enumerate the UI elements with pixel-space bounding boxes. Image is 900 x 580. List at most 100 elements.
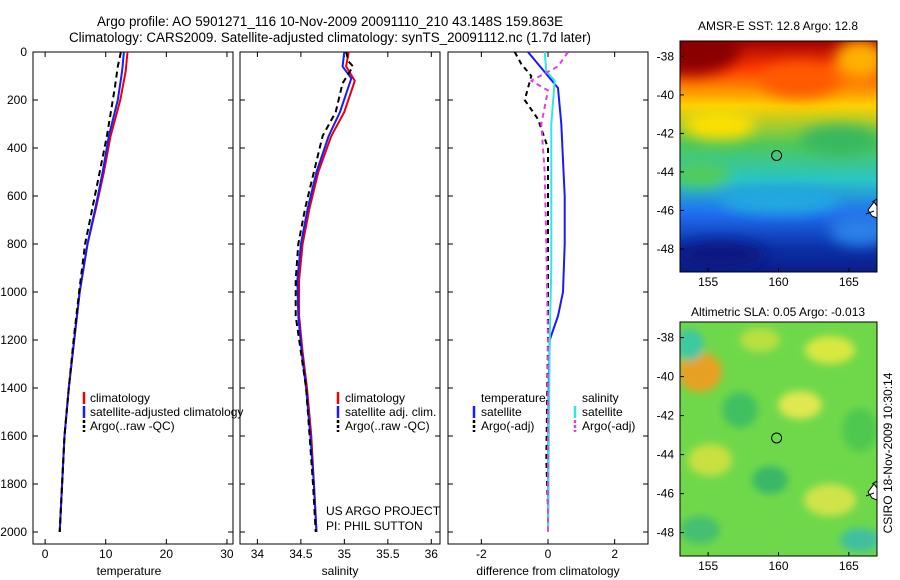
sla-blob: [752, 466, 788, 494]
salinity-axes-box: [239, 51, 441, 545]
map-ytick-label: -44: [657, 165, 675, 179]
xtick-label: 35.5: [376, 547, 400, 561]
temperature-panel: 0 10 20 30 0 200 400 600 800 1000 1200 1400 1600 1800…: [0, 45, 243, 578]
figure-title-line-1: Argo profile: AO 5901271_116 10-Nov-2009…: [96, 14, 564, 29]
ytick-label: 1000: [0, 285, 27, 299]
series-argo-raw-qc: [294, 52, 354, 533]
map-ytick-label: -42: [657, 126, 675, 140]
sst-blob: [760, 62, 840, 98]
map-ytick-label: -40: [657, 370, 675, 384]
salinity-panel: 34 34.5 35 35.5 36 salinity climatology sate…: [239, 51, 441, 578]
map-xtick-label: 165: [839, 275, 859, 289]
legend-label-satellite-adj: satellite adj. clim.: [345, 405, 436, 419]
legend-label-sal-satellite: satellite: [582, 405, 623, 419]
ytick-label: 1200: [0, 333, 27, 347]
map-ytick-label: -48: [657, 242, 675, 256]
series-argo-raw-qc: [58, 52, 122, 533]
sla-argo-location-marker: [771, 432, 783, 444]
xtick-label: 30: [220, 547, 234, 561]
series-salinity-argo-adj: [530, 52, 569, 532]
salinity-series: [294, 52, 356, 533]
sst-blob: [685, 111, 755, 139]
sla-blob: [722, 392, 758, 428]
sst-field: [680, 41, 877, 272]
legend-label-climatology: climatology: [345, 391, 405, 405]
sla-blob: [688, 444, 732, 476]
ytick-label: 2000: [0, 525, 27, 539]
map-ytick-label: -48: [657, 526, 675, 540]
map-ytick-label: -44: [657, 448, 675, 462]
sst-texture: [680, 41, 877, 269]
legend-title-temperature: temperature: [481, 391, 546, 405]
sla-blob: [680, 352, 722, 392]
figure-header: Argo profile: AO 5901271_116 10-Nov-2009…: [0, 0, 660, 46]
sst-blob: [835, 41, 877, 80]
sst-blob: [720, 186, 840, 214]
xtick-label: 2: [611, 547, 618, 561]
map-ytick-label: -42: [657, 409, 675, 423]
sla-blob: [804, 484, 856, 516]
map-xtick-label: 155: [698, 275, 718, 289]
salinity-xlabel: salinity: [322, 564, 359, 578]
sst-coastline: [865, 198, 877, 219]
map-ytick-label: -46: [657, 487, 675, 501]
salinity-ticks: 34 34.5 35 35.5 36: [240, 51, 440, 561]
figure-title-line-2: Climatology: CARS2009. Satellite-adjuste…: [68, 30, 591, 45]
map-ytick-label: -40: [657, 88, 675, 102]
sla-field: [680, 322, 877, 556]
legend-label-argo: Argo(..raw -QC): [90, 419, 175, 433]
project-annotation-line-1: US ARGO PROJECT: [326, 504, 441, 518]
sst-blob: [680, 241, 765, 269]
ytick-label: 800: [7, 237, 27, 251]
sst-map-panel: AMSR-E SST: 12.8 Argo: 12.8 155 160 165 -38…: [657, 19, 878, 289]
temperature-series: [58, 52, 129, 533]
map-xtick-label: 155: [698, 559, 718, 573]
map-ytick-label: -38: [657, 49, 675, 63]
legend-label-satellite-adjusted: satellite-adjusted climatology: [90, 405, 243, 419]
legend-label-sal-argo: Argo(-adj): [582, 419, 635, 433]
sst-blob: [680, 41, 740, 75]
xtick-label: -2: [476, 547, 487, 561]
series-temperature-argo-adj: [513, 52, 549, 532]
sla-blob: [778, 391, 822, 419]
temperature-legend: climatology satellite-adjusted climatolo…: [82, 391, 243, 433]
sla-blob: [680, 329, 704, 361]
series-climatology: [58, 52, 129, 533]
legend-label-temp-argo: Argo(-adj): [481, 419, 534, 433]
project-annotation-line-2: PI: PHIL SUTTON: [326, 519, 423, 533]
map-xtick-label: 160: [768, 559, 788, 573]
xtick-label: 36: [425, 547, 439, 561]
sla-blob: [740, 328, 780, 352]
temperature-ticks: 0 10 20 30 0 200 400 600 800 1000 1200 1400 1600 1800…: [0, 45, 234, 561]
map-ytick-label: -38: [657, 331, 675, 345]
legend-title-salinity: salinity: [582, 391, 619, 405]
salinity-legend: climatology satellite adj. clim. Argo(..…: [336, 391, 436, 433]
ytick-label: 1400: [0, 381, 27, 395]
map-ytick-label: -46: [657, 203, 675, 217]
difference-panel: -2 0 2 difference from climatology tempera…: [447, 51, 649, 578]
sla-map-title: Altimetric SLA: 0.05 Argo: -0.013: [691, 305, 865, 319]
difference-xlabel: difference from climatology: [476, 564, 619, 578]
ytick-label: 200: [7, 93, 27, 107]
series-salinity-satellite: [543, 52, 556, 533]
sla-map-panel: Altimetric SLA: 0.05 Argo: -0.013 155 1: [657, 305, 878, 573]
temperature-axes-box: [32, 51, 234, 545]
xtick-label: 35: [338, 547, 352, 561]
sst-blob: [830, 214, 877, 246]
xtick-label: 34: [251, 547, 265, 561]
sst-blob: [800, 125, 877, 155]
sla-texture: [680, 328, 877, 552]
sst-map-title: AMSR-E SST: 12.8 Argo: 12.8: [698, 19, 858, 33]
difference-ticks: -2 0 2: [448, 51, 648, 561]
xtick-label: 0: [545, 547, 552, 561]
difference-legend: temperature salinity satellite Argo(-adj…: [472, 391, 635, 433]
legend-label-climatology: climatology: [90, 391, 150, 405]
xtick-label: 10: [99, 547, 113, 561]
ytick-label: 600: [7, 189, 27, 203]
sst-argo-location-marker: [771, 150, 783, 161]
xtick-label: 34.5: [289, 547, 313, 561]
map-xtick-label: 165: [839, 559, 859, 573]
creation-stamp: CSIRO 18-Nov-2009 10:30:14: [881, 372, 895, 533]
xtick-label: 20: [160, 547, 174, 561]
